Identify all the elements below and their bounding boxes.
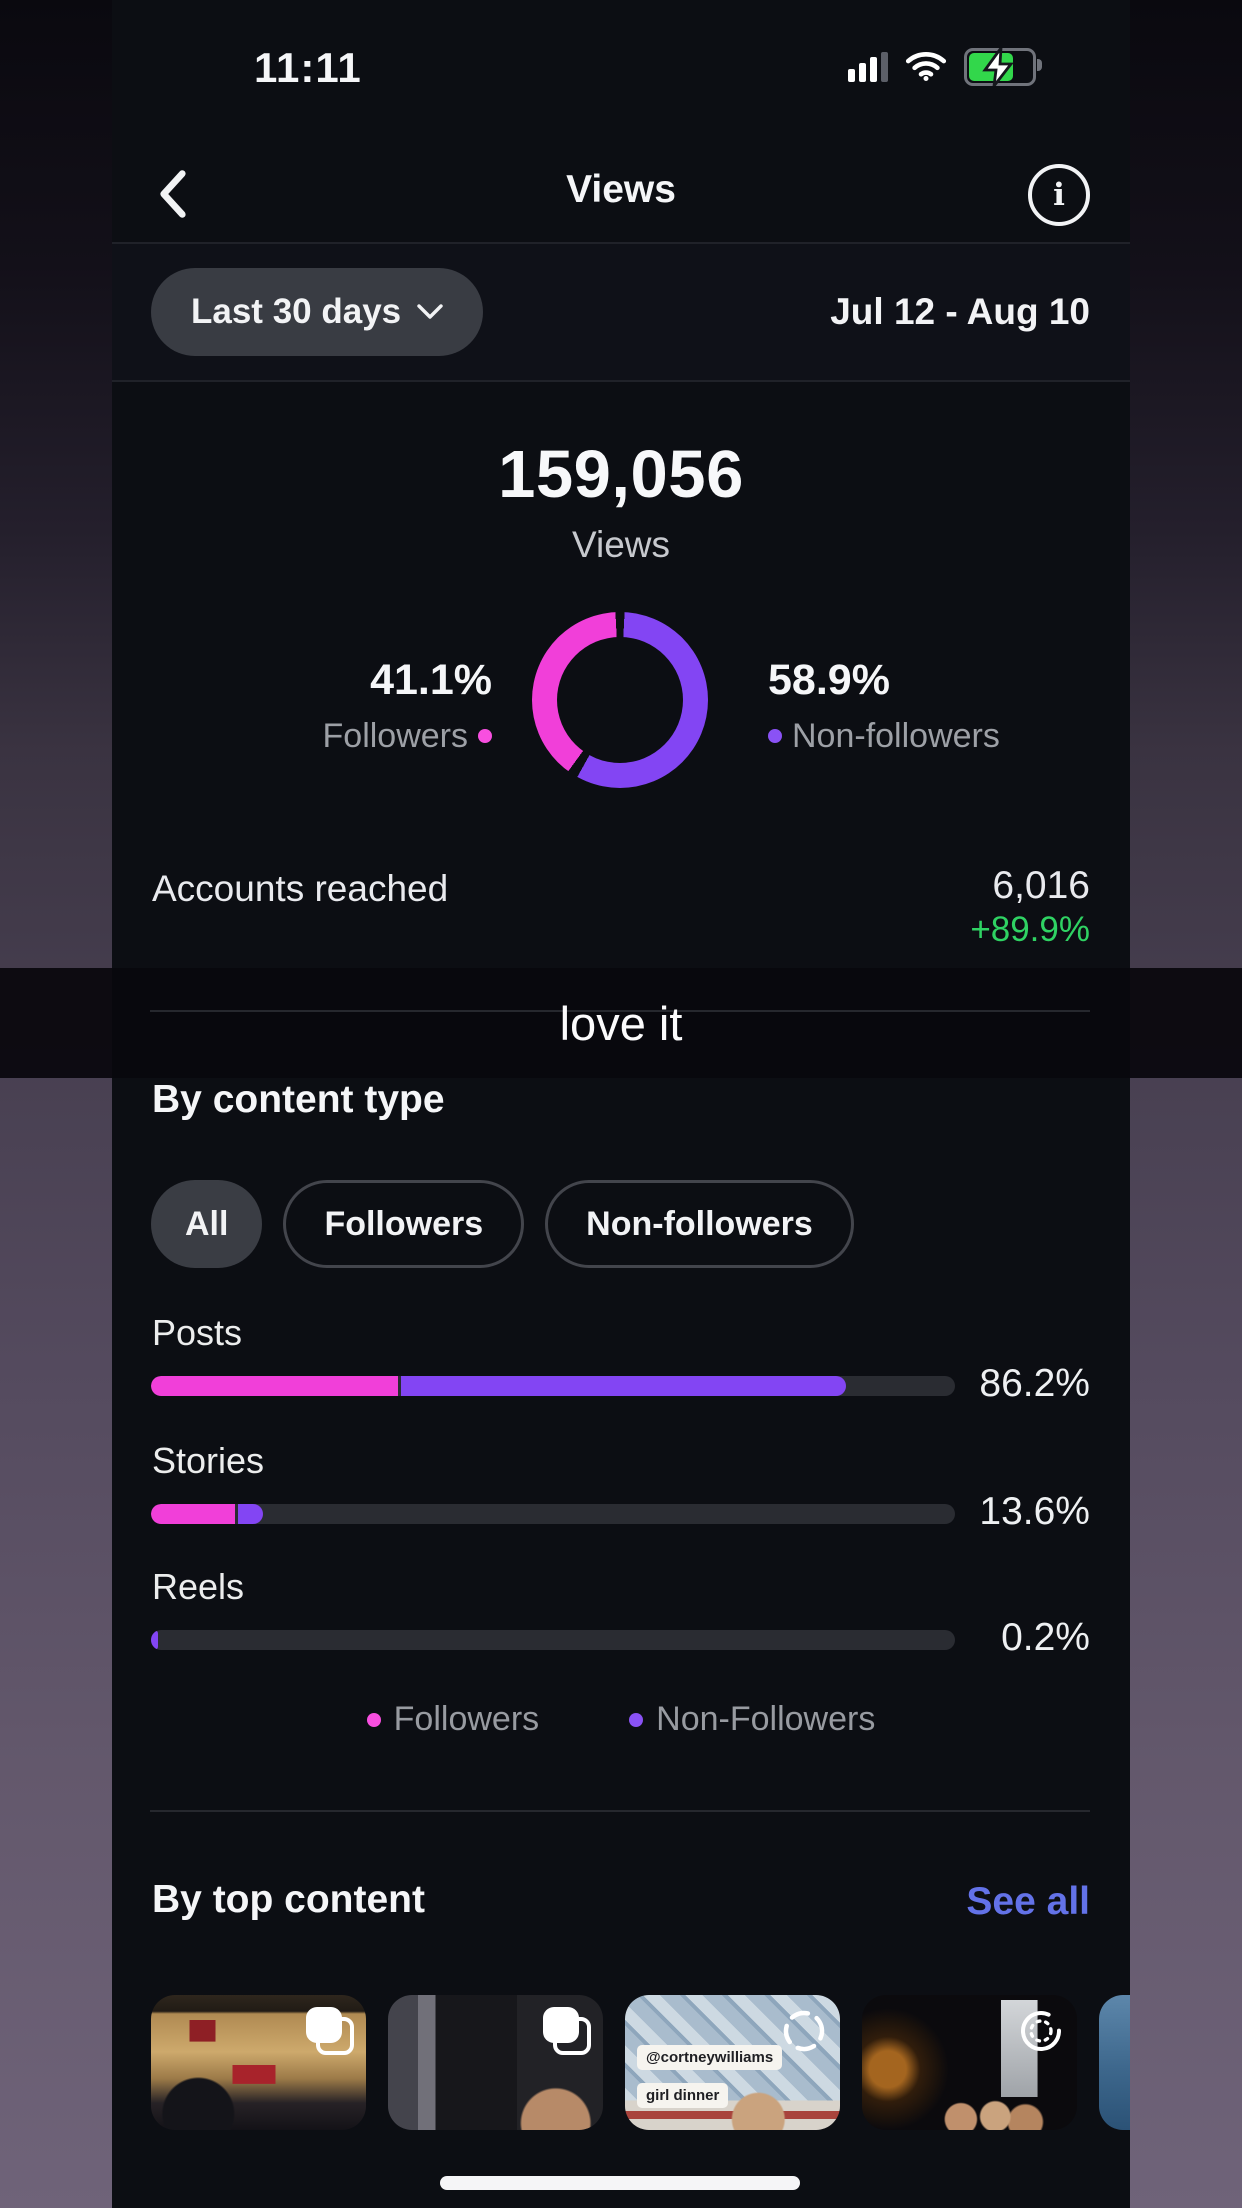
top-content-thumbnail-4[interactable]	[862, 1995, 1077, 2130]
battery-charging-icon	[964, 48, 1042, 86]
chevron-left-icon	[160, 170, 186, 218]
top-content-thumbnail-5[interactable]	[1099, 1995, 1130, 2130]
period-dropdown-button[interactable]: Last 30 days	[151, 268, 484, 356]
bar-stories-non-followers-segment	[237, 1504, 264, 1524]
filter-divider	[112, 380, 1130, 382]
legend-non-followers-dot-icon	[629, 1712, 644, 1727]
bar-label-posts: Posts	[152, 1312, 243, 1353]
total-views-label: Views	[571, 524, 671, 565]
filter-bar: Last 30 days Jul 12 - Aug 10	[112, 244, 1130, 380]
wifi-icon	[904, 49, 948, 86]
top-content-carousel: @cortneywilliams girl dinner	[151, 1995, 1130, 2130]
bar-stories	[151, 1504, 955, 1524]
non-followers-pct: 58.9%	[768, 656, 890, 704]
cellular-signal-icon	[848, 52, 888, 82]
followers-stat: 41.1% Followers	[222, 656, 492, 756]
bar-posts-non-followers-segment	[400, 1376, 847, 1396]
home-indicator-bar[interactable]	[440, 2176, 800, 2190]
total-views-value: 159,056	[498, 437, 744, 512]
back-button[interactable]	[138, 158, 208, 230]
non-followers-label: Non-followers	[792, 717, 1000, 755]
section-divider	[150, 1810, 1090, 1812]
page-title: Views	[566, 168, 676, 211]
mention-sticker: @cortneywilliams	[637, 2045, 783, 2070]
header-divider	[112, 242, 1130, 244]
story-caption-band: love it	[0, 968, 1242, 1078]
bar-label-reels: Reels	[152, 1566, 245, 1607]
countdown-icon	[1017, 2007, 1065, 2055]
non-followers-stat: 58.9% Non-followers	[768, 656, 1098, 756]
non-followers-dot-icon	[768, 729, 782, 744]
story-caption-text: love it	[559, 997, 683, 1050]
bar-chart-legend: Followers Non-Followers	[112, 1700, 1130, 1739]
bar-pct-stories: 13.6%	[979, 1490, 1090, 1533]
legend-non-followers-label: Non-Followers	[656, 1700, 876, 1738]
bar-pct-reels: 0.2%	[1001, 1616, 1090, 1659]
period-label: Last 30 days	[191, 292, 402, 331]
accounts-reached-change: +89.9%	[970, 910, 1090, 949]
story-ring-icon	[780, 2007, 828, 2055]
see-all-link[interactable]: See all	[966, 1880, 1090, 1923]
bar-pct-posts: 86.2%	[979, 1362, 1090, 1405]
top-content-thumbnail-2[interactable]	[388, 1995, 603, 2130]
insights-views-screen: 11:11 Views	[112, 0, 1130, 2208]
bar-reels-segment	[151, 1630, 159, 1650]
top-content-thumbnail-1[interactable]	[151, 1995, 366, 2130]
date-range-label: Jul 12 - Aug 10	[830, 291, 1090, 332]
bar-label-stories: Stories	[152, 1440, 265, 1481]
followers-pct: 41.1%	[370, 656, 492, 704]
filter-chips: All Followers Non-followers	[151, 1180, 854, 1268]
text-sticker: girl dinner	[637, 2083, 729, 2108]
followers-dot-icon	[478, 729, 492, 744]
accounts-reached-label: Accounts reached	[152, 868, 449, 909]
chip-all[interactable]: All	[151, 1180, 263, 1268]
info-button[interactable]: i	[1028, 164, 1090, 226]
legend-followers-label: Followers	[393, 1700, 540, 1738]
bar-reels	[151, 1630, 955, 1650]
bar-posts-followers-segment	[151, 1376, 398, 1396]
legend-followers-dot-icon	[366, 1712, 381, 1727]
section-heading-by-top-content: By top content	[152, 1878, 425, 1921]
accounts-reached-value: 6,016	[992, 864, 1090, 907]
info-icon: i	[1053, 176, 1065, 213]
chip-followers[interactable]: Followers	[283, 1180, 525, 1268]
followers-label: Followers	[322, 717, 468, 755]
chevron-down-icon	[417, 304, 443, 319]
bar-stories-followers-segment	[151, 1504, 235, 1524]
top-content-thumbnail-3[interactable]: @cortneywilliams girl dinner	[625, 1995, 840, 2130]
carousel-icon	[306, 2007, 354, 2055]
content-divider	[150, 1010, 1090, 1012]
bar-posts	[151, 1376, 955, 1396]
followers-donut-chart	[532, 612, 708, 788]
chip-non-followers[interactable]: Non-followers	[545, 1180, 854, 1268]
section-heading-by-content-type: By content type	[152, 1078, 445, 1121]
status-bar-icons	[848, 48, 1042, 86]
carousel-icon	[543, 2007, 591, 2055]
status-bar-time: 11:11	[254, 44, 362, 91]
